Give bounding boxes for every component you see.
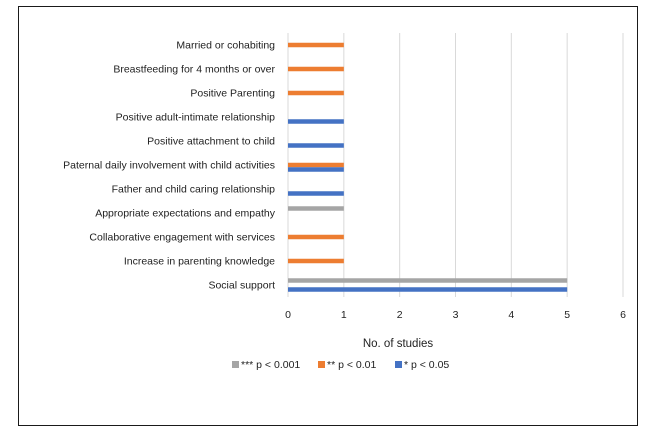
chart: Married or cohabiting Breastfeeding for 4… [63,33,626,371]
bars [288,42,568,292]
bar [288,143,344,148]
x-tick-label: 3 [453,309,459,321]
bar [288,191,344,196]
bar [288,206,344,211]
bar [288,90,344,96]
bar [288,162,344,168]
legend-swatch [395,361,402,368]
legend-label: *** p < 0.001 [241,359,300,371]
x-axis-title: No. of studies [363,338,434,350]
category-labels: Married or cohabiting Breastfeeding for 4… [63,40,276,292]
bar [288,66,344,72]
x-tick-label: 1 [341,309,347,321]
category-label: Collaborative engagement with services [89,232,275,244]
bar [288,234,344,240]
category-label: Social support [208,280,275,292]
bar [288,258,344,264]
legend-swatch [318,361,325,368]
x-tick-label: 4 [508,309,514,321]
category-label: Positive Parenting [190,88,275,100]
legend-label: * p < 0.05 [404,359,449,371]
category-label: Father and child caring relationship [112,184,276,196]
bar [288,287,568,292]
x-tick-label: 5 [564,309,570,321]
x-tick-label: 2 [397,309,403,321]
category-label: Positive adult-intimate relationship [116,112,275,124]
category-label: Married or cohabiting [176,40,275,52]
gridlines [287,33,624,297]
bar [288,119,344,124]
x-tick-label: 6 [620,309,626,321]
x-tick-label: 0 [285,309,291,321]
category-label: Positive attachment to child [147,136,275,148]
bar [288,167,344,172]
category-label: Appropriate expectations and empathy [95,208,276,220]
legend: *** p < 0.001 ** p < 0.01 * p < 0.05 [232,359,449,371]
legend-swatch [232,361,239,368]
category-label: Increase in parenting knowledge [124,256,275,268]
legend-label: ** p < 0.01 [327,359,376,371]
x-tick-labels: 0 1 2 3 4 5 6 [285,309,626,321]
bar [288,278,568,283]
category-label: Breastfeeding for 4 months or over [113,64,275,76]
category-label: Paternal daily involvement with child ac… [63,160,275,172]
bar [288,42,344,48]
